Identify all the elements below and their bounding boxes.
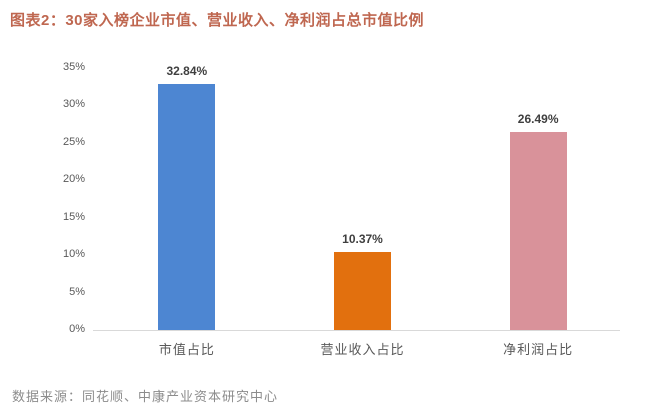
category-label: 营业收入占比 [320, 342, 405, 357]
data-source-note: 数据来源：同花顺、中康产业资本研究中心 [12, 389, 279, 404]
category-label: 净利润占比 [503, 342, 574, 357]
y-tick-label: 25% [62, 135, 85, 148]
y-tick-label: 15% [62, 210, 85, 223]
y-tick-label: 10% [62, 248, 85, 261]
bar-value-label: 32.84% [166, 64, 208, 79]
bar-value-label: 10.37% [342, 232, 383, 247]
bar-2 [334, 252, 391, 330]
bar-3 [509, 131, 567, 330]
x-axis-line [93, 330, 620, 331]
category-label: 市值占比 [158, 342, 215, 357]
y-tick-label: 30% [62, 98, 85, 111]
bar-1 [158, 84, 216, 330]
bar-value-label: 26.49% [517, 111, 559, 126]
y-tick-label: 35% [62, 61, 85, 73]
y-tick-label: 5% [69, 285, 85, 298]
y-tick-label: 20% [62, 173, 85, 186]
chart-title: 图表2：30家入榜企业市值、营业收入、净利润占总市值比例 [10, 12, 425, 29]
y-tick-label: 0% [69, 323, 85, 335]
